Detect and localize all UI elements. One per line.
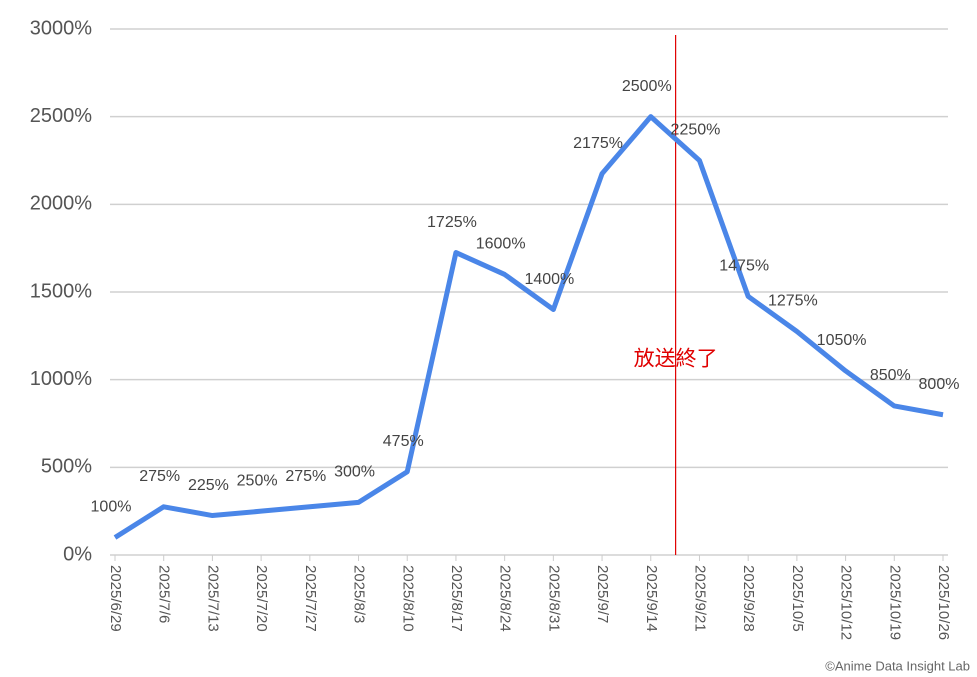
y-tick-label: 1000% bbox=[30, 368, 92, 390]
data-label: 100% bbox=[91, 499, 132, 516]
x-tick-label: 2025/8/10 bbox=[399, 565, 416, 632]
x-tick-label: 2025/8/3 bbox=[351, 565, 368, 623]
annotation: 放送終了 bbox=[634, 348, 718, 371]
x-tick-label: 2025/8/24 bbox=[497, 565, 514, 632]
x-tick-label: 2025/6/29 bbox=[107, 565, 124, 632]
x-tick-label: 2025/9/21 bbox=[692, 565, 709, 632]
data-label: 2500% bbox=[622, 78, 672, 95]
x-tick-label: 2025/10/19 bbox=[886, 565, 903, 640]
y-tick-label: 1500% bbox=[30, 280, 92, 302]
x-tick-label: 2025/7/27 bbox=[302, 565, 319, 632]
data-label: 1600% bbox=[476, 236, 526, 253]
data-label: 275% bbox=[139, 468, 180, 485]
x-tick-label: 2025/7/13 bbox=[204, 565, 221, 632]
x-tick-label: 2025/9/14 bbox=[643, 565, 660, 632]
x-tick-label: 2025/10/12 bbox=[838, 565, 855, 640]
data-label: 2250% bbox=[671, 122, 721, 139]
data-label: 475% bbox=[383, 433, 424, 450]
y-tick-label: 0% bbox=[63, 543, 92, 565]
data-label: 1400% bbox=[524, 271, 574, 288]
x-tick-label: 2025/7/20 bbox=[253, 565, 270, 632]
data-label: 800% bbox=[919, 376, 960, 393]
data-label: 300% bbox=[334, 464, 375, 481]
data-label: 2175% bbox=[573, 135, 623, 152]
data-label: 850% bbox=[870, 367, 911, 384]
y-tick-label: 2500% bbox=[30, 105, 92, 127]
y-tick-label: 2000% bbox=[30, 193, 92, 215]
data-label: 225% bbox=[188, 477, 229, 494]
data-label: 1050% bbox=[817, 332, 867, 349]
line bbox=[113, 114, 944, 540]
data-label: 1725% bbox=[427, 214, 477, 231]
data-label: 1275% bbox=[768, 293, 818, 310]
y-tick-label: 3000% bbox=[30, 17, 92, 39]
x-tick-label: 2025/10/26 bbox=[935, 565, 952, 640]
x-tick-label: 2025/10/5 bbox=[789, 565, 806, 632]
data-label: 1475% bbox=[719, 258, 769, 275]
x-tick-label: 2025/8/31 bbox=[545, 565, 562, 632]
x-tick-label: 2025/9/7 bbox=[594, 565, 611, 623]
credit: ©Anime Data Insight Lab bbox=[825, 658, 970, 673]
x-tick-label: 2025/8/17 bbox=[448, 565, 465, 632]
x-tick-label: 2025/9/28 bbox=[740, 565, 757, 632]
y-tick-label: 500% bbox=[41, 456, 92, 478]
data-label: 250% bbox=[237, 472, 278, 489]
data-label: 275% bbox=[285, 468, 326, 485]
x-tick-label: 2025/7/6 bbox=[156, 565, 173, 623]
